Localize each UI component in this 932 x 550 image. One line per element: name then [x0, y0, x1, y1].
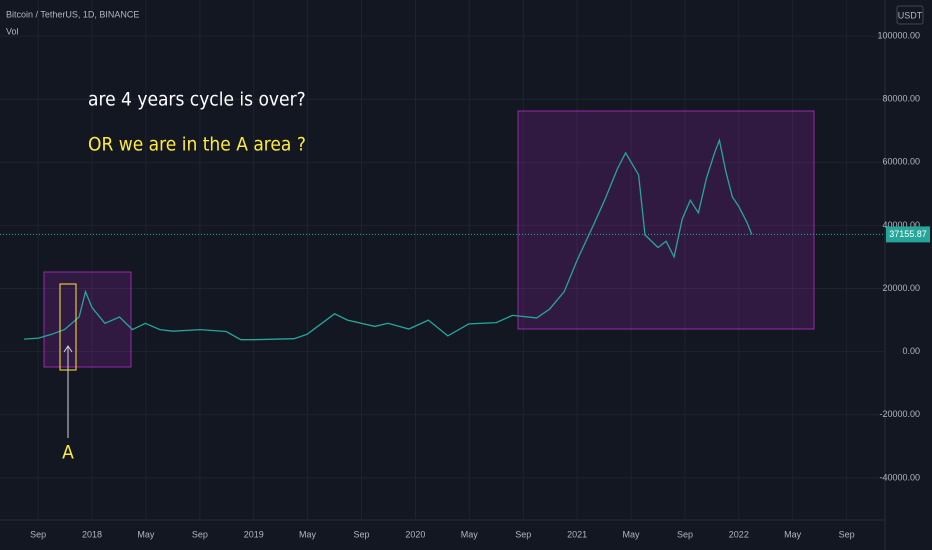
- x-tick-label: Sep: [30, 529, 46, 539]
- x-tick-label: Sep: [192, 529, 208, 539]
- highlight-box: [43, 271, 132, 368]
- x-tick-label: Sep: [354, 529, 370, 539]
- x-tick-label: 2018: [82, 529, 102, 539]
- x-tick-label: 2019: [244, 529, 264, 539]
- y-tick-label: -20000.00: [879, 409, 920, 419]
- chart-title: Bitcoin / TetherUS, 1D, BINANCE: [6, 9, 139, 19]
- y-tick-label: 0.00: [902, 346, 920, 356]
- plot: [0, 137, 885, 341]
- y-tick-label: 100000.00: [877, 30, 920, 40]
- highlight-box: [517, 110, 815, 330]
- x-tick-label: 2020: [405, 529, 425, 539]
- y-tick-label: 20000.00: [882, 283, 920, 293]
- price-line: [24, 137, 753, 341]
- annotation: OR we are in the A area ?: [88, 134, 306, 156]
- x-tick-label: May: [461, 529, 479, 539]
- x-tick-label: May: [622, 529, 640, 539]
- x-tick-label: May: [137, 529, 155, 539]
- y-tick-label: 80000.00: [882, 94, 920, 104]
- x-tick-label: Sep: [515, 529, 531, 539]
- x-tick-label: Sep: [839, 529, 855, 539]
- arrow-head: [63, 345, 73, 353]
- indicator-label: Vol: [6, 26, 19, 36]
- y-tick-label: 40000.00: [882, 220, 920, 230]
- x-tick-label: 2021: [567, 529, 587, 539]
- currency-button[interactable]: [896, 5, 924, 25]
- x-tick-label: May: [299, 529, 317, 539]
- x-tick-label: May: [784, 529, 802, 539]
- currency-label[interactable]: USDT: [898, 10, 923, 20]
- y-tick-label: -40000.00: [879, 472, 920, 482]
- last-price-label: 37155.87: [889, 229, 927, 239]
- last-price-badge: [886, 226, 930, 243]
- annotation: A: [62, 442, 74, 464]
- grid: [0, 0, 886, 550]
- y-tick-label: 60000.00: [882, 157, 920, 167]
- x-tick-label: 2022: [729, 529, 749, 539]
- annotation: are 4 years cycle is over?: [88, 89, 306, 111]
- x-tick-label: Sep: [677, 529, 693, 539]
